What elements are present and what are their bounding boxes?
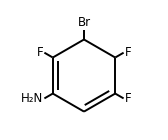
Text: F: F: [125, 46, 132, 59]
Text: F: F: [125, 92, 132, 105]
Text: H₂N: H₂N: [21, 92, 43, 105]
Text: Br: Br: [77, 16, 91, 29]
Text: F: F: [36, 46, 43, 59]
